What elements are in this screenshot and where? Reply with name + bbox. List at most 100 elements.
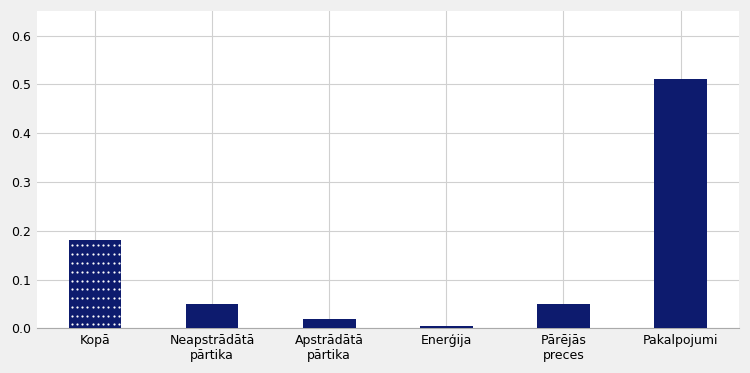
Point — [98, 286, 109, 292]
Point — [65, 286, 77, 292]
Point — [113, 322, 125, 327]
Point — [113, 242, 125, 248]
Point — [81, 251, 93, 257]
Point — [70, 322, 82, 327]
Point — [92, 286, 104, 292]
Point — [70, 304, 82, 310]
Point — [92, 242, 104, 248]
Point — [98, 251, 109, 257]
Point — [92, 251, 104, 257]
Point — [92, 269, 104, 275]
Point — [76, 242, 88, 248]
Point — [98, 278, 109, 283]
Point — [103, 295, 115, 301]
Point — [113, 286, 125, 292]
Point — [76, 278, 88, 283]
Point — [76, 260, 88, 266]
Point — [108, 251, 120, 257]
Point — [108, 269, 120, 275]
Point — [98, 269, 109, 275]
Point — [113, 278, 125, 283]
Bar — [654, 79, 707, 328]
Point — [65, 278, 77, 283]
Point — [81, 286, 93, 292]
Point — [98, 304, 109, 310]
Point — [86, 251, 98, 257]
Point — [76, 313, 88, 319]
Point — [108, 242, 120, 248]
Point — [108, 322, 120, 327]
Point — [113, 295, 125, 301]
Point — [103, 269, 115, 275]
Point — [113, 269, 125, 275]
Point — [81, 278, 93, 283]
Point — [70, 286, 82, 292]
Point — [103, 251, 115, 257]
Bar — [303, 319, 355, 328]
Bar — [68, 241, 122, 328]
Point — [65, 260, 77, 266]
Point — [86, 313, 98, 319]
Point — [76, 322, 88, 327]
Point — [113, 313, 125, 319]
Point — [103, 304, 115, 310]
Point — [108, 278, 120, 283]
Point — [65, 304, 77, 310]
Point — [76, 251, 88, 257]
Point — [108, 295, 120, 301]
Point — [92, 313, 104, 319]
Point — [92, 304, 104, 310]
Point — [81, 322, 93, 327]
Point — [108, 260, 120, 266]
Point — [103, 286, 115, 292]
Point — [92, 322, 104, 327]
Point — [70, 278, 82, 283]
Point — [98, 260, 109, 266]
Point — [70, 295, 82, 301]
Bar — [420, 326, 472, 328]
Point — [86, 295, 98, 301]
Point — [70, 251, 82, 257]
Point — [86, 260, 98, 266]
Point — [92, 278, 104, 283]
Point — [92, 260, 104, 266]
Point — [86, 322, 98, 327]
Point — [103, 242, 115, 248]
Point — [108, 286, 120, 292]
Point — [113, 260, 125, 266]
Point — [92, 295, 104, 301]
Point — [76, 295, 88, 301]
Point — [65, 295, 77, 301]
Point — [70, 242, 82, 248]
Point — [86, 286, 98, 292]
Point — [76, 304, 88, 310]
Point — [86, 242, 98, 248]
Point — [81, 242, 93, 248]
Point — [65, 269, 77, 275]
Point — [103, 322, 115, 327]
Point — [81, 313, 93, 319]
Point — [81, 295, 93, 301]
Point — [70, 269, 82, 275]
Point — [81, 304, 93, 310]
Point — [108, 304, 120, 310]
Bar — [537, 304, 590, 328]
Point — [76, 269, 88, 275]
Point — [86, 304, 98, 310]
Point — [103, 313, 115, 319]
Point — [113, 251, 125, 257]
Point — [70, 313, 82, 319]
Point — [98, 242, 109, 248]
Point — [108, 313, 120, 319]
Point — [98, 313, 109, 319]
Point — [70, 260, 82, 266]
Point — [98, 322, 109, 327]
Bar — [186, 304, 238, 328]
Point — [86, 269, 98, 275]
Point — [65, 242, 77, 248]
Point — [65, 322, 77, 327]
Point — [65, 251, 77, 257]
Point — [98, 295, 109, 301]
Point — [86, 278, 98, 283]
Point — [81, 269, 93, 275]
